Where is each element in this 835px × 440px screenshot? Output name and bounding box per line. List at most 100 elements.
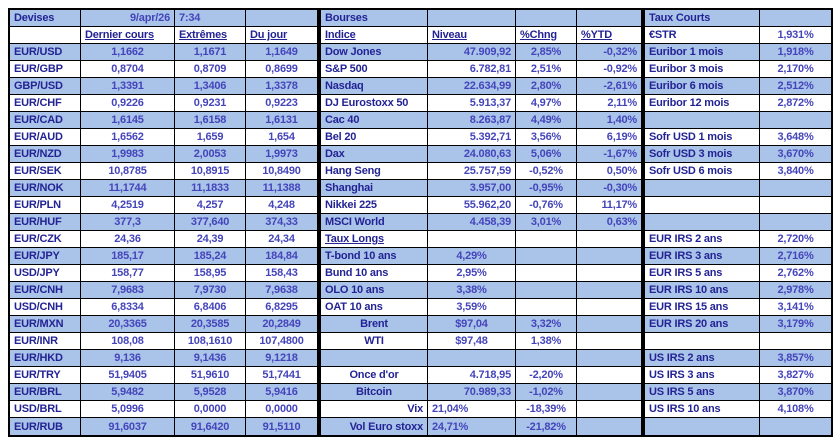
rate-label: EUR IRS 15 ans bbox=[645, 299, 760, 316]
fx-extremes: 91,6420 bbox=[175, 418, 246, 435]
empty-cell bbox=[577, 265, 641, 282]
currency-pair: GBP/USD bbox=[10, 78, 81, 95]
rate-label: Euribor 3 mois bbox=[645, 61, 760, 78]
fx-last: 5,9482 bbox=[81, 384, 175, 401]
empty-cell bbox=[577, 248, 641, 265]
index-name: Dax bbox=[321, 146, 428, 163]
empty-cell bbox=[645, 197, 760, 214]
empty-cell bbox=[577, 282, 641, 299]
currency-pair: EUR/TRY bbox=[10, 367, 81, 384]
rate-label: Sofr USD 1 mois bbox=[645, 129, 760, 146]
section-bourses: Bourses Indice Niveau %Chng %YTD Dow Jones 47.… bbox=[319, 8, 643, 437]
rate-value: 2,762% bbox=[760, 265, 831, 282]
index-level: 47.909,92 bbox=[428, 44, 516, 61]
fx-last: 6,8334 bbox=[81, 299, 175, 316]
currency-pair: EUR/CHF bbox=[10, 95, 81, 112]
currency-pair: EUR/NOK bbox=[10, 180, 81, 197]
empty-cell bbox=[516, 10, 577, 27]
fx-last: 0,9226 bbox=[81, 95, 175, 112]
index-change: 4,49% bbox=[516, 112, 577, 129]
currency-pair: EUR/AUD bbox=[10, 129, 81, 146]
fx-last: 158,77 bbox=[81, 265, 175, 282]
fx-extremes: 185,24 bbox=[175, 248, 246, 265]
index-change: -0,76% bbox=[516, 197, 577, 214]
empty-cell bbox=[760, 333, 831, 350]
index-ytd: -0,92% bbox=[577, 61, 641, 78]
currency-pair: EUR/INR bbox=[10, 333, 81, 350]
fx-day: 1,654 bbox=[246, 129, 317, 146]
index-level: 22.634,99 bbox=[428, 78, 516, 95]
fx-day: 5,9416 bbox=[246, 384, 317, 401]
empty-cell bbox=[577, 418, 641, 435]
commodity-name: Brent bbox=[321, 316, 428, 333]
index-change: 4,97% bbox=[516, 95, 577, 112]
currency-pair: EUR/CNH bbox=[10, 282, 81, 299]
fx-day: 91,5110 bbox=[246, 418, 317, 435]
rate-label: Euribor 6 mois bbox=[645, 78, 760, 95]
index-ytd: -0,32% bbox=[577, 44, 641, 61]
market-data-report: Devises 9/apr/26 7:34 Dernier cours Extrêmes… bbox=[8, 8, 833, 437]
fx-extremes: 1,3406 bbox=[175, 78, 246, 95]
asset-name: Vol Euro stoxx bbox=[321, 418, 428, 435]
column-header: Niveau bbox=[428, 27, 516, 44]
rate-label: EUR IRS 3 ans bbox=[645, 248, 760, 265]
currency-pair: EUR/NZD bbox=[10, 146, 81, 163]
currency-pair: EUR/PLN bbox=[10, 197, 81, 214]
fx-day: 374,33 bbox=[246, 214, 317, 231]
column-header: %YTD bbox=[577, 27, 641, 44]
empty-cell bbox=[516, 231, 577, 248]
rate-value: 3,870% bbox=[760, 384, 831, 401]
rate-label: EUR IRS 5 ans bbox=[645, 265, 760, 282]
empty-cell bbox=[428, 350, 516, 367]
currency-pair: EUR/HUF bbox=[10, 214, 81, 231]
currency-pair: EUR/CAD bbox=[10, 112, 81, 129]
currency-pair: EUR/SEK bbox=[10, 163, 81, 180]
asset-name: Once d'or bbox=[321, 367, 428, 384]
empty-cell bbox=[577, 10, 641, 27]
fx-day: 24,34 bbox=[246, 231, 317, 248]
column-header: Extrêmes bbox=[175, 27, 246, 44]
column-header: Indice bbox=[321, 27, 428, 44]
fx-extremes: 10,8915 bbox=[175, 163, 246, 180]
asset-name: Bitcoin bbox=[321, 384, 428, 401]
rate-label: Euribor 12 mois bbox=[645, 95, 760, 112]
empty-cell bbox=[645, 333, 760, 350]
fx-day: 184,84 bbox=[246, 248, 317, 265]
fx-day: 11,1388 bbox=[246, 180, 317, 197]
report-time: 7:34 bbox=[175, 10, 246, 27]
empty-cell bbox=[760, 214, 831, 231]
fx-extremes: 6,8406 bbox=[175, 299, 246, 316]
bond-name: Bund 10 ans bbox=[321, 265, 428, 282]
bond-yield: 3,38% bbox=[428, 282, 516, 299]
rate-value: 2,872% bbox=[760, 95, 831, 112]
rate-value: 1,918% bbox=[760, 44, 831, 61]
index-ytd: -2,61% bbox=[577, 78, 641, 95]
rate-value: 4,108% bbox=[760, 401, 831, 418]
index-ytd: 11,17% bbox=[577, 197, 641, 214]
fx-day: 6,8295 bbox=[246, 299, 317, 316]
currency-pair: EUR/BRL bbox=[10, 384, 81, 401]
asset-level: 21,04% bbox=[428, 401, 516, 418]
rate-label: EUR IRS 2 ans bbox=[645, 231, 760, 248]
empty-cell bbox=[577, 231, 641, 248]
empty-cell bbox=[428, 10, 516, 27]
empty-cell bbox=[577, 350, 641, 367]
asset-level: 24,71% bbox=[428, 418, 516, 435]
empty-cell bbox=[645, 214, 760, 231]
report-date: 9/apr/26 bbox=[81, 10, 175, 27]
bond-yield: 4,29% bbox=[428, 248, 516, 265]
index-change: -0,52% bbox=[516, 163, 577, 180]
currency-pair: EUR/USD bbox=[10, 44, 81, 61]
commodity-price: $97,04 bbox=[428, 316, 516, 333]
rate-value: 3,179% bbox=[760, 316, 831, 333]
fx-extremes: 51,9610 bbox=[175, 367, 246, 384]
empty-cell bbox=[577, 367, 641, 384]
fx-extremes: 11,1833 bbox=[175, 180, 246, 197]
currency-pair: EUR/RUB bbox=[10, 418, 81, 435]
bond-yield: 2,95% bbox=[428, 265, 516, 282]
section-title: Devises bbox=[10, 10, 81, 27]
fx-extremes: 9,1436 bbox=[175, 350, 246, 367]
empty-cell bbox=[760, 197, 831, 214]
fx-extremes: 108,1610 bbox=[175, 333, 246, 350]
empty-cell bbox=[577, 333, 641, 350]
